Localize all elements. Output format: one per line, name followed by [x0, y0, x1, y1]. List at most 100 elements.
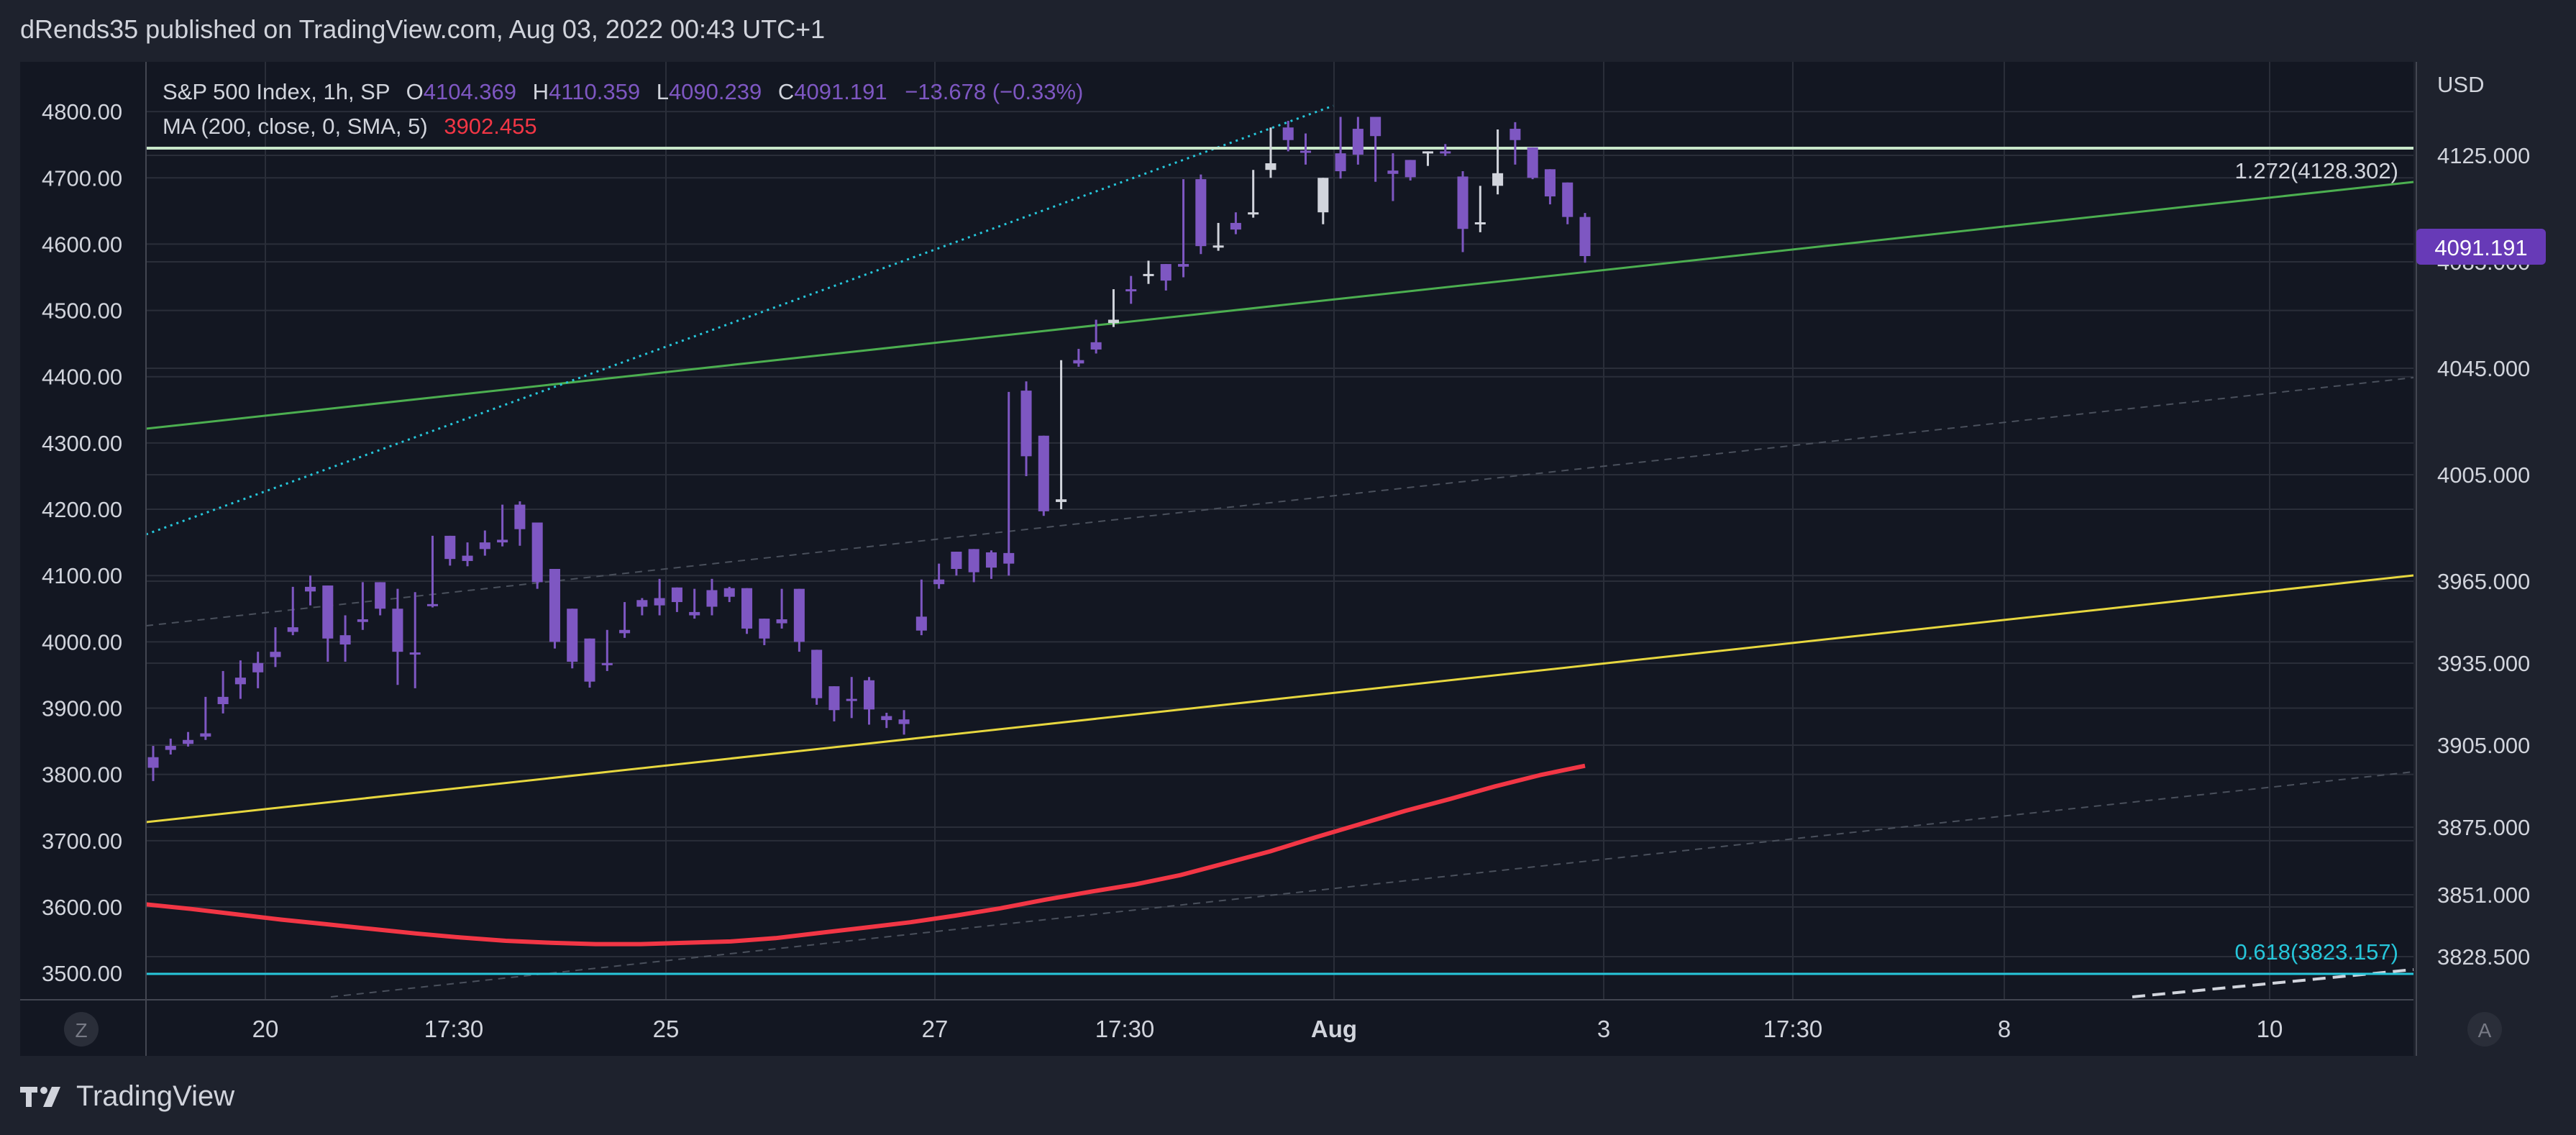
- fib-label-0618: 0.618(3823.157): [2234, 939, 2398, 965]
- legend-close-label: C: [778, 79, 794, 104]
- candle-body: [567, 608, 578, 662]
- candle-body: [1352, 129, 1364, 155]
- candle-body: [1440, 151, 1451, 154]
- candle-body: [706, 590, 718, 607]
- candles: [147, 117, 1591, 781]
- candle-body: [1160, 264, 1171, 281]
- legend-open-value: 4104.369: [424, 79, 516, 104]
- tradingview-logo-icon: [20, 1086, 60, 1107]
- legend-high-value: 4110.359: [549, 79, 640, 104]
- right-axis-tick: 4005.000: [2437, 462, 2530, 488]
- time-axis-tick: 25: [653, 1016, 680, 1042]
- right-axis-tick: 3935.000: [2437, 651, 2530, 676]
- legend-low-value: 4090.239: [669, 79, 762, 104]
- auto-scale-a-button[interactable]: A: [2467, 1012, 2502, 1047]
- left-axis-tick: 4000.00: [42, 629, 122, 655]
- candle-body: [304, 586, 316, 592]
- candle-body: [1056, 499, 1067, 502]
- time-axis-tick: 20: [252, 1016, 279, 1042]
- candle-body: [1195, 179, 1207, 247]
- candle-body: [200, 733, 211, 737]
- right-axis-tick: 3905.000: [2437, 733, 2530, 758]
- candle-body: [183, 739, 194, 744]
- time-axis-tick: 8: [1998, 1016, 2011, 1042]
- candle-body: [1090, 342, 1102, 350]
- candle-body: [1125, 289, 1137, 292]
- candle-body: [828, 686, 840, 711]
- time-axis-tick: Aug: [1311, 1016, 1357, 1042]
- svg-text:MA (200, close, 0, SMA, 5): MA (200, close, 0, SMA, 5) 3902.455: [163, 114, 537, 139]
- trend-line-yellow[interactable]: [145, 574, 2414, 824]
- currency-label: USD: [2437, 72, 2484, 97]
- candle-body: [531, 522, 543, 583]
- candle-body: [1317, 178, 1329, 213]
- time-axis[interactable]: 20 17:30 25 27 17:30 Aug 3 17:30 8 10: [252, 1016, 2283, 1042]
- tradingview-logo[interactable]: TradingView: [20, 1080, 234, 1113]
- channel-line-dashed-upper: [145, 377, 2414, 626]
- footer-bar: [0, 1057, 2576, 1135]
- trend-line-green[interactable]: [145, 181, 2414, 430]
- candle-body: [1300, 150, 1312, 153]
- candle-body: [147, 757, 159, 768]
- header-bar: dRends35 published on TradingView.com, A…: [0, 0, 2576, 62]
- svg-text:S&P 500 Index, 1h, SP O4: S&P 500 Index, 1h, SP O4104.369 H4110.35…: [163, 79, 1083, 104]
- right-axis-tick: 3875.000: [2437, 815, 2530, 840]
- left-axis-tick: 3600.00: [42, 895, 122, 920]
- candle-body: [619, 629, 631, 634]
- candle-body: [1509, 129, 1521, 140]
- publisher-info: dRends35 published on TradingView.com, A…: [20, 14, 826, 44]
- candle-body: [1474, 222, 1486, 225]
- legend-open-label: O: [406, 79, 424, 104]
- candle-body: [444, 535, 456, 560]
- left-price-axis[interactable]: 4800.00 4700.00 4600.00 4500.00 4400.00 4300.…: [42, 99, 122, 986]
- candle-body: [1212, 245, 1224, 248]
- left-axis-tick: 4200.00: [42, 497, 122, 522]
- candle-body: [1020, 391, 1032, 457]
- candle-body: [234, 678, 246, 685]
- candle-body: [514, 504, 526, 529]
- time-axis-tick: 10: [2257, 1016, 2283, 1042]
- candle-body: [1562, 182, 1574, 217]
- legend-close-value: 4091.191: [794, 79, 887, 104]
- candle-body: [793, 588, 805, 642]
- candle-body: [165, 746, 176, 750]
- legend-change: −13.678 (−0.33%): [905, 79, 1083, 104]
- candle-body: [898, 719, 910, 724]
- candle-body: [1282, 127, 1294, 140]
- legend[interactable]: S&P 500 Index, 1h, SP O4104.369 H4110.35…: [163, 79, 1083, 139]
- ma-line: [145, 763, 1586, 947]
- right-axis-tick: 4125.000: [2437, 143, 2530, 168]
- left-axis-tick: 4800.00: [42, 99, 122, 124]
- last-price-tag: 4091.191: [2416, 229, 2546, 265]
- drawings[interactable]: [145, 104, 2414, 998]
- legend-low-label: L: [657, 79, 669, 104]
- time-axis-tick: 3: [1597, 1016, 1610, 1042]
- candle-body: [1544, 169, 1556, 197]
- chart-area[interactable]: 1.272(4128.302) 0.618(3823.157) S&P 500 …: [0, 0, 2576, 1057]
- left-axis-tick: 3700.00: [42, 829, 122, 854]
- z-button-label: Z: [75, 1019, 87, 1041]
- candle-body: [741, 588, 753, 629]
- candle-body: [1335, 153, 1346, 172]
- right-axis-tick: 3851.000: [2437, 883, 2530, 908]
- candle-body: [1073, 360, 1084, 364]
- candle-body: [1387, 170, 1399, 174]
- candle-body: [846, 698, 857, 701]
- candle-body: [968, 549, 979, 573]
- left-axis-tick: 4700.00: [42, 165, 122, 191]
- candle-body: [915, 616, 927, 631]
- candle-body: [357, 619, 368, 622]
- candle-body: [951, 552, 962, 569]
- auto-scale-z-button[interactable]: Z: [64, 1012, 99, 1047]
- left-axis-tick: 3800.00: [42, 762, 122, 788]
- candle-body: [217, 696, 229, 704]
- candle-body: [549, 568, 560, 642]
- candle-body: [985, 552, 997, 568]
- candle-body: [1370, 117, 1381, 137]
- left-axis-tick: 4500.00: [42, 298, 122, 324]
- left-axis-tick: 4300.00: [42, 431, 122, 456]
- time-axis-tick: 17:30: [1095, 1016, 1155, 1042]
- legend-high-label: H: [533, 79, 549, 104]
- last-price-value: 4091.191: [2434, 235, 2527, 260]
- candle-body: [287, 627, 298, 632]
